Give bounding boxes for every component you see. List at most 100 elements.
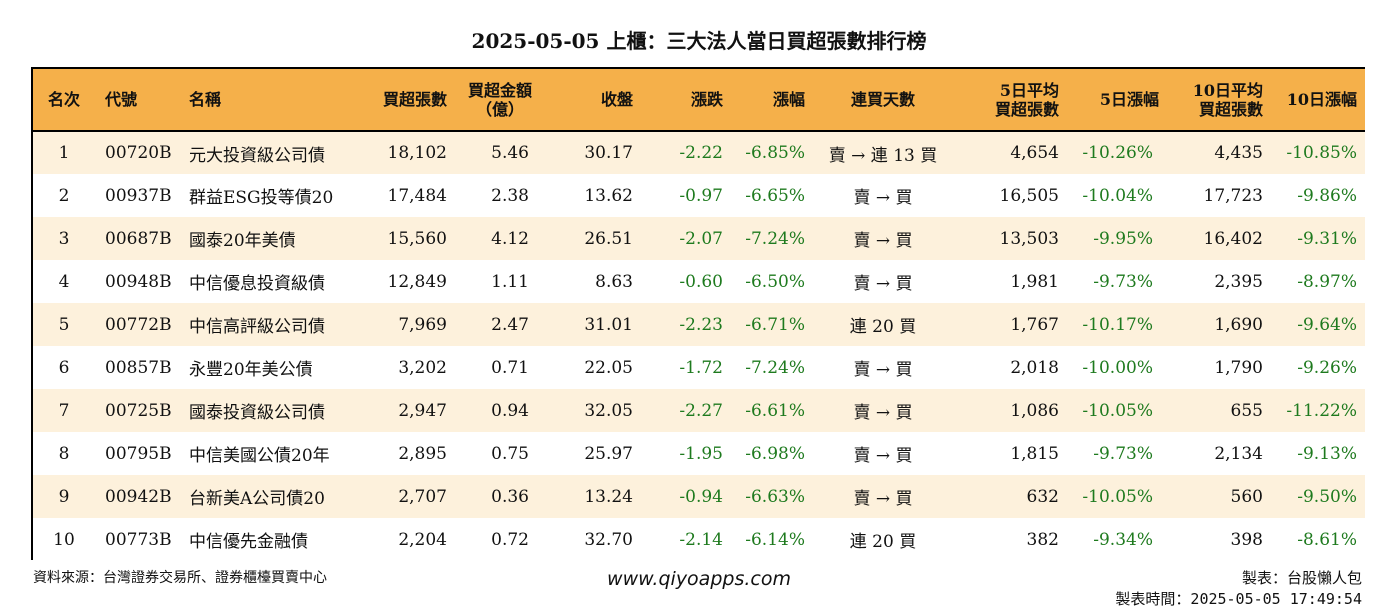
cell-avg5: 1,815 <box>1010 443 1059 464</box>
cell-avg10: 4,435 <box>1214 143 1263 163</box>
cell-close: 30.17 <box>584 143 633 163</box>
cell-pct5: -10.17% <box>1082 314 1153 335</box>
cell-pct: -6.85% <box>745 143 805 163</box>
cell-pct5: -10.05% <box>1082 486 1153 507</box>
cell-pct: -6.50% <box>745 271 805 292</box>
cell-code: 00720B <box>105 143 172 163</box>
cell-days: 賣 → 買 <box>853 231 913 251</box>
table-row: 5 00772B 中信高評級公司債 7,969 2.47 31.01 -2.23 -6.71%… <box>33 303 1365 346</box>
cell-name: 國泰20年美債 <box>189 231 296 251</box>
table-header-row: 名次 代號 名稱 買超張數 買超金額 （億） 收盤 漲跌 漲幅 連買天數 5日平均… <box>33 69 1365 132</box>
header-pct5: 5日漲幅 <box>1059 69 1159 132</box>
header-pct: 漲幅 <box>729 69 815 132</box>
table-body: 1 00720B 元大投資級公司債 18,102 5.46 30.17 -2.22 -6.85… <box>33 131 1365 561</box>
cell-close: 32.05 <box>584 400 633 421</box>
cell-rank: 1 <box>58 143 70 163</box>
cell-change: -2.27 <box>679 400 723 421</box>
cell-buy-lots: 2,895 <box>398 443 447 464</box>
website-link[interactable]: www.qiyoapps.com <box>607 568 791 590</box>
cell-rank: 2 <box>58 185 70 206</box>
cell-pct10: -8.61% <box>1297 529 1357 550</box>
table-row: 3 00687B 國泰20年美債 15,560 4.12 26.51 -2.07 -7.24%… <box>33 217 1365 260</box>
cell-days: 賣 → 買 <box>853 403 913 423</box>
header-name: 名稱 <box>183 69 363 132</box>
cell-close: 22.05 <box>584 357 633 378</box>
cell-change: -2.07 <box>679 228 723 249</box>
cell-buy-lots: 15,560 <box>387 228 447 249</box>
cell-name: 中信美國公債20年 <box>189 446 330 466</box>
cell-name: 中信優息投資級債 <box>189 274 325 294</box>
data-source: 資料來源：台灣證券交易所、證券櫃檯買賣中心 <box>33 570 327 586</box>
cell-pct10: -9.13% <box>1297 443 1357 464</box>
cell-avg5: 4,654 <box>1010 143 1059 163</box>
cell-rank: 4 <box>58 271 70 292</box>
cell-buy-amount: 0.36 <box>491 486 529 507</box>
cell-avg10: 560 <box>1230 486 1263 507</box>
cell-pct: -6.65% <box>745 185 805 206</box>
cell-buy-amount: 0.94 <box>491 400 529 421</box>
cell-buy-lots: 18,102 <box>387 143 447 163</box>
cell-change: -2.23 <box>679 314 723 335</box>
cell-days: 賣 → 買 <box>853 360 913 380</box>
cell-change: -2.22 <box>679 143 723 163</box>
table-row: 2 00937B 群益ESG投等債20 17,484 2.38 13.62 -0.97 -6.… <box>33 174 1365 217</box>
cell-buy-amount: 0.72 <box>491 529 529 550</box>
cell-days: 連 20 買 <box>849 532 917 552</box>
header-buy-amount-line2: （億） <box>475 99 524 119</box>
table-row: 6 00857B 永豐20年美公債 3,202 0.71 22.05 -1.72 -7.24%… <box>33 346 1365 389</box>
cell-change: -0.60 <box>679 271 723 292</box>
table-row: 1 00720B 元大投資級公司債 18,102 5.46 30.17 -2.22 -6.85… <box>33 131 1365 174</box>
cell-pct5: -10.00% <box>1082 357 1153 378</box>
cell-code: 00942B <box>105 486 172 507</box>
header-avg10: 10日平均 買超張數 <box>1159 69 1263 132</box>
header-days: 連買天數 <box>815 69 951 132</box>
header-avg5: 5日平均 買超張數 <box>951 69 1059 132</box>
cell-buy-amount: 2.47 <box>491 314 529 335</box>
cell-name: 中信高評級公司債 <box>189 317 325 337</box>
header-rank: 名次 <box>33 69 95 132</box>
cell-close: 32.70 <box>584 529 633 550</box>
cell-pct5: -9.95% <box>1093 228 1153 249</box>
cell-pct10: -9.86% <box>1297 185 1357 206</box>
cell-change: -2.14 <box>679 529 723 550</box>
cell-code: 00773B <box>105 529 172 550</box>
cell-buy-amount: 1.11 <box>491 271 529 292</box>
header-change: 漲跌 <box>647 69 729 132</box>
header-avg10-line1: 10日平均 <box>1192 80 1263 100</box>
cell-pct10: -8.97% <box>1297 271 1357 292</box>
cell-name: 元大投資級公司債 <box>189 145 325 166</box>
cell-change: -0.94 <box>679 486 723 507</box>
table-row: 8 00795B 中信美國公債20年 2,895 0.75 25.97 -1.95 -6.98… <box>33 432 1365 475</box>
header-avg5-line2: 買超張數 <box>994 99 1059 119</box>
cell-pct: -6.71% <box>745 314 805 335</box>
cell-rank: 10 <box>53 529 75 550</box>
cell-close: 25.97 <box>584 443 633 464</box>
cell-pct10: -9.26% <box>1297 357 1357 378</box>
cell-avg5: 632 <box>1026 486 1059 507</box>
cell-rank: 6 <box>58 357 70 378</box>
cell-code: 00857B <box>105 357 172 378</box>
cell-avg10: 398 <box>1230 529 1263 550</box>
cell-buy-lots: 2,707 <box>398 486 447 507</box>
cell-pct5: -9.34% <box>1093 529 1153 550</box>
cell-days: 賣 → 買 <box>853 274 913 294</box>
cell-rank: 3 <box>58 228 70 249</box>
cell-avg10: 2,134 <box>1214 443 1263 464</box>
header-buy-amount: 買超金額 （億） <box>447 69 553 132</box>
cell-avg5: 382 <box>1026 529 1059 550</box>
cell-days: 賣 → 買 <box>853 446 913 466</box>
table-row: 7 00725B 國泰投資級公司債 2,947 0.94 32.05 -2.27 -6.61%… <box>33 389 1365 432</box>
cell-rank: 5 <box>58 314 70 335</box>
cell-close: 31.01 <box>584 314 633 335</box>
header-buy-lots: 買超張數 <box>363 69 447 132</box>
cell-avg10: 655 <box>1230 400 1263 421</box>
cell-pct: -6.98% <box>745 443 805 464</box>
cell-close: 13.62 <box>584 185 633 206</box>
cell-code: 00795B <box>105 443 172 464</box>
cell-pct5: -9.73% <box>1093 271 1153 292</box>
header-avg5-line1: 5日平均 <box>999 80 1059 100</box>
cell-name: 永豐20年美公債 <box>189 360 313 380</box>
ranking-table: 名次 代號 名稱 買超張數 買超金額 （億） 收盤 漲跌 漲幅 連買天數 5日平均… <box>33 69 1365 561</box>
cell-pct10: -9.31% <box>1297 228 1357 249</box>
header-avg10-line2: 買超張數 <box>1198 99 1263 119</box>
